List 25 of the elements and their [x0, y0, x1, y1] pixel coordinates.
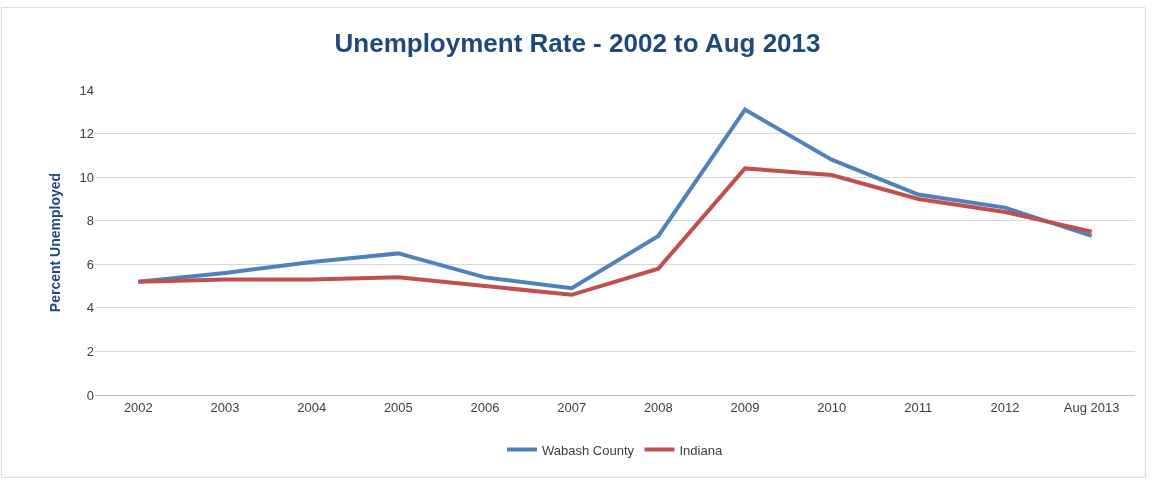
y-tick-label: 14 — [79, 82, 94, 98]
legend-label: Wabash County — [542, 442, 635, 458]
x-tick-label: 2007 — [557, 399, 587, 415]
x-tick-label: 2009 — [730, 399, 760, 415]
x-tick-label: 2011 — [904, 399, 933, 415]
x-tick-label: 2002 — [123, 399, 153, 415]
y-tick-label: 4 — [86, 300, 94, 316]
chart-title: Unemployment Rate - 2002 to Aug 2013 — [334, 27, 821, 58]
x-tick-label: 2004 — [297, 399, 327, 415]
y-tick-label: 6 — [86, 256, 94, 272]
y-axis-title: Percent Unemployed — [47, 172, 64, 313]
x-tick-label: 2008 — [643, 399, 673, 415]
x-tick-label: 2010 — [817, 399, 847, 415]
y-tick-label: 12 — [79, 126, 94, 142]
y-tick-label: 2 — [86, 343, 94, 359]
y-tick-label: 0 — [86, 387, 94, 403]
y-tick-label: 10 — [79, 169, 94, 185]
legend-label: Indiana — [679, 442, 723, 458]
x-tick-label: 2005 — [383, 399, 413, 415]
x-tick-label: 2006 — [470, 399, 500, 415]
x-tick-label: Aug 2013 — [1063, 399, 1120, 415]
line-series — [136, 166, 1094, 297]
x-tick-label: 2012 — [990, 399, 1020, 415]
y-tick-label: 8 — [86, 213, 94, 229]
x-tick-label: 2003 — [210, 399, 240, 415]
